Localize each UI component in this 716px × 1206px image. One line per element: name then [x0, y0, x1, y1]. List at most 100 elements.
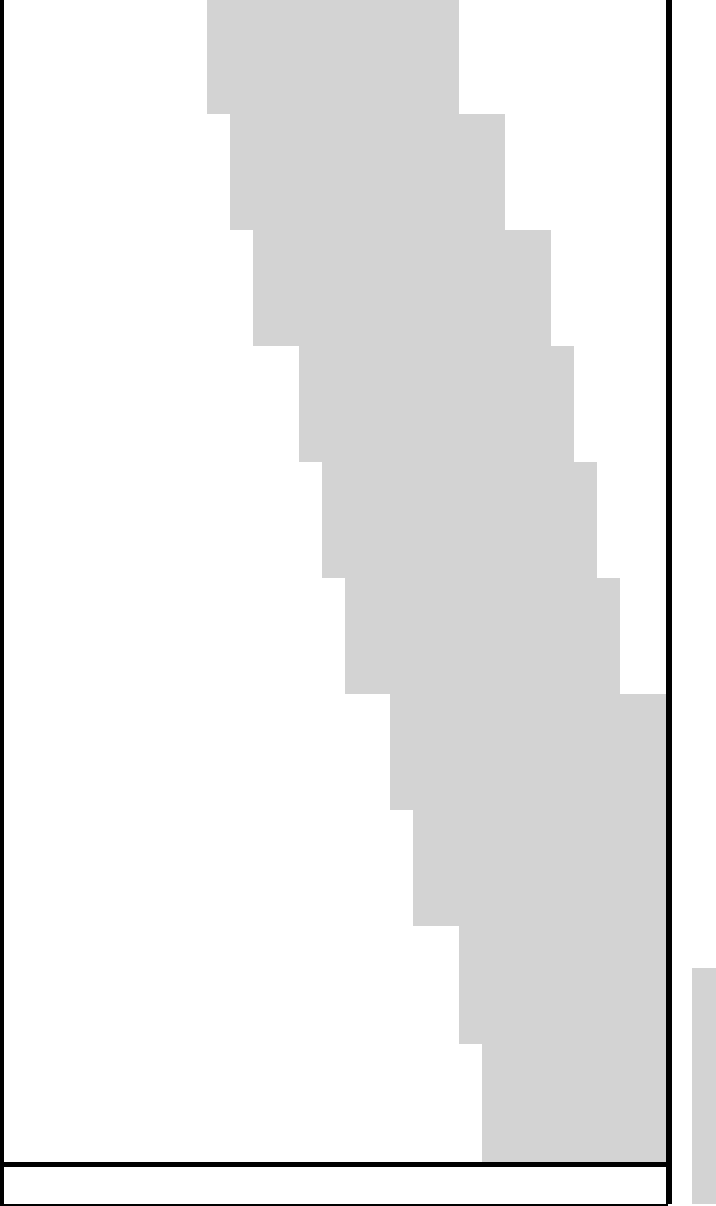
shaded-cell[interactable]	[253, 308, 278, 348]
shaded-cell[interactable]	[207, 76, 232, 116]
shaded-cell[interactable]	[505, 888, 530, 928]
grid-cell[interactable]	[367, 736, 392, 774]
footer-cell[interactable]	[620, 1164, 645, 1206]
grid-cell[interactable]	[138, 1122, 163, 1164]
grid-cell[interactable]	[253, 620, 278, 658]
grid-cell[interactable]	[92, 694, 117, 738]
grid-cell[interactable]	[184, 76, 209, 116]
grid-cell[interactable]	[620, 388, 645, 426]
grid-cell[interactable]	[505, 0, 530, 42]
shaded-cell[interactable]	[367, 656, 392, 696]
shaded-cell[interactable]	[322, 40, 347, 78]
grid-cell[interactable]	[138, 462, 163, 506]
grid-cell[interactable]	[92, 230, 117, 274]
grid-cell[interactable]	[322, 578, 347, 622]
shaded-cell[interactable]	[643, 1044, 668, 1088]
grid-cell[interactable]	[184, 156, 209, 194]
grid-cell[interactable]	[92, 424, 117, 464]
shaded-cell[interactable]	[230, 40, 255, 78]
grid-cell[interactable]	[620, 156, 645, 194]
grid-cell[interactable]	[115, 968, 140, 1006]
grid-cell[interactable]	[230, 1044, 255, 1088]
grid-cell[interactable]	[459, 1122, 484, 1164]
grid-cell[interactable]	[322, 1044, 347, 1088]
shaded-cell[interactable]	[597, 1004, 622, 1046]
grid-cell[interactable]	[276, 1044, 301, 1088]
grid-cell[interactable]	[161, 192, 186, 232]
grid-cell[interactable]	[115, 192, 140, 232]
shaded-cell[interactable]	[551, 540, 576, 580]
shaded-cell[interactable]	[390, 504, 415, 542]
shaded-cell[interactable]	[505, 346, 530, 390]
grid-cell[interactable]	[46, 772, 71, 812]
grid-cell[interactable]	[299, 772, 324, 812]
shaded-cell[interactable]	[436, 76, 461, 116]
shaded-cell[interactable]	[505, 540, 530, 580]
shaded-cell[interactable]	[436, 114, 461, 158]
grid-cell[interactable]	[551, 230, 576, 274]
grid-cell[interactable]	[643, 656, 668, 696]
grid-cell[interactable]	[161, 578, 186, 622]
shaded-cell[interactable]	[643, 736, 668, 774]
shaded-cell[interactable]	[367, 76, 392, 116]
grid-cell[interactable]	[69, 1086, 94, 1124]
grid-cell[interactable]	[46, 462, 71, 506]
grid-cell[interactable]	[459, 40, 484, 78]
shaded-cell[interactable]	[459, 346, 484, 390]
shaded-cell[interactable]	[367, 504, 392, 542]
shaded-cell[interactable]	[413, 424, 438, 464]
shaded-cell[interactable]	[345, 462, 369, 506]
grid-cell[interactable]	[253, 736, 278, 774]
grid-cell[interactable]	[230, 272, 255, 310]
shaded-cell[interactable]	[436, 504, 461, 542]
grid-cell[interactable]	[597, 540, 622, 580]
shaded-cell[interactable]	[574, 694, 599, 738]
grid-cell[interactable]	[184, 620, 209, 658]
grid-cell[interactable]	[138, 1004, 163, 1046]
grid-cell[interactable]	[69, 424, 94, 464]
grid-cell[interactable]	[253, 504, 278, 542]
grid-cell[interactable]	[138, 852, 163, 890]
grid-cell[interactable]	[207, 810, 232, 854]
shaded-cell[interactable]	[230, 156, 255, 194]
shaded-cell[interactable]	[551, 656, 576, 696]
grid-cell[interactable]	[161, 230, 186, 274]
shaded-cell[interactable]	[390, 40, 415, 78]
grid-cell[interactable]	[345, 1086, 369, 1124]
grid-cell[interactable]	[230, 1086, 255, 1124]
shaded-cell[interactable]	[597, 772, 622, 812]
grid-cell[interactable]	[207, 230, 232, 274]
shaded-cell[interactable]	[597, 968, 622, 1006]
shaded-cell[interactable]	[413, 656, 438, 696]
shaded-cell[interactable]	[597, 888, 622, 928]
shaded-cell[interactable]	[276, 272, 301, 310]
footer-cell[interactable]	[459, 1164, 484, 1206]
shaded-cell[interactable]	[436, 810, 461, 854]
shaded-cell[interactable]	[299, 156, 324, 194]
grid-cell[interactable]	[138, 76, 163, 116]
shaded-cell[interactable]	[459, 388, 484, 426]
shaded-cell[interactable]	[436, 308, 461, 348]
grid-cell[interactable]	[276, 578, 301, 622]
shaded-cell[interactable]	[482, 852, 507, 890]
grid-cell[interactable]	[276, 694, 301, 738]
shaded-cell[interactable]	[459, 114, 484, 158]
grid-cell[interactable]	[345, 810, 369, 854]
footer-cell[interactable]	[138, 1164, 163, 1206]
grid-cell[interactable]	[184, 308, 209, 348]
grid-cell[interactable]	[92, 888, 117, 928]
grid-cell[interactable]	[184, 736, 209, 774]
grid-cell[interactable]	[207, 504, 232, 542]
grid-cell[interactable]	[276, 772, 301, 812]
grid-cell[interactable]	[184, 968, 209, 1006]
grid-cell[interactable]	[528, 76, 553, 116]
grid-cell[interactable]	[207, 1086, 232, 1124]
grid-cell[interactable]	[299, 888, 324, 928]
shaded-cell[interactable]	[528, 926, 553, 970]
shaded-cell[interactable]	[620, 926, 645, 970]
grid-cell[interactable]	[69, 114, 94, 158]
shaded-cell[interactable]	[230, 114, 255, 158]
shaded-cell[interactable]	[436, 620, 461, 658]
shaded-cell[interactable]	[551, 578, 576, 622]
shaded-cell[interactable]	[574, 540, 599, 580]
